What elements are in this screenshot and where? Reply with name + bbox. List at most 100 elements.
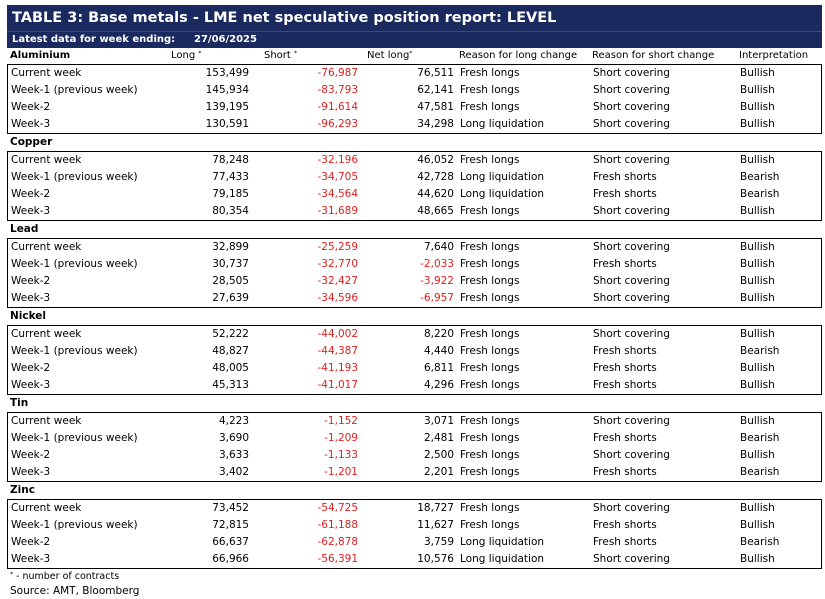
row-short-value: -1,133 <box>324 449 358 461</box>
table-row: Week-3 80,354 -31,689 48,665 Fresh longs Shor… <box>8 203 821 220</box>
row-period: Week-2 <box>11 101 51 113</box>
row-short-value: -31,689 <box>317 205 358 217</box>
row-reason-short: Fresh shorts <box>593 345 657 357</box>
row-short-value: -54,725 <box>317 502 358 514</box>
row-reason-long: Fresh longs <box>460 449 520 461</box>
header-reason-short: Reason for short change <box>592 50 715 61</box>
row-short-value: -62,878 <box>317 536 358 548</box>
table-row: Current week 153,499 -76,987 76,511 Fresh lo… <box>8 65 821 82</box>
metal-group-rows: Current week 32,899 -25,259 7,640 Fresh long… <box>7 239 822 308</box>
row-reason-short: Short covering <box>593 328 670 340</box>
row-net-long-value: 4,296 <box>423 379 454 391</box>
row-period: Week-1 (previous week) <box>11 84 138 96</box>
column-header-row: Aluminium Long * Short * Net long * Reaso… <box>7 48 822 65</box>
row-net-long-value: 18,727 <box>417 502 454 514</box>
table-row: Week-3 27,639 -34,596 -6,957 Fresh longs Shor… <box>8 290 821 307</box>
row-interpretation: Bullish <box>740 67 775 79</box>
row-period: Current week <box>11 415 82 427</box>
table-row: Current week 4,223 -1,152 3,071 Fresh longs S… <box>8 413 821 430</box>
table-row: Week-2 79,185 -34,564 44,620 Long liquidatio… <box>8 186 821 203</box>
table-row: Week-3 66,966 -56,391 10,576 Long liquidatio… <box>8 551 821 568</box>
row-period: Current week <box>11 328 82 340</box>
row-long-value: 73,452 <box>212 502 249 514</box>
row-short-value: -34,705 <box>317 171 358 183</box>
row-long-value: 72,815 <box>212 519 249 531</box>
table-row: Week-1 (previous week) 48,827 -44,387 4,440… <box>8 343 821 360</box>
footnote-text: - number of contracts <box>13 571 120 582</box>
row-interpretation: Bearish <box>740 536 780 548</box>
row-reason-long: Fresh longs <box>460 84 520 96</box>
table-title: TABLE 3: Base metals - LME net speculati… <box>7 5 822 31</box>
metal-group-rows: Current week 52,222 -44,002 8,220 Fresh long… <box>7 326 822 395</box>
header-long-star: * <box>198 50 202 57</box>
row-reason-short: Short covering <box>593 292 670 304</box>
row-long-value: 4,223 <box>218 415 249 427</box>
row-reason-short: Fresh shorts <box>593 519 657 531</box>
row-reason-long: Fresh longs <box>460 205 520 217</box>
row-interpretation: Bullish <box>740 379 775 391</box>
metal-group-heading: Zinc <box>7 482 822 500</box>
row-long-value: 80,354 <box>212 205 249 217</box>
row-reason-short: Short covering <box>593 118 670 130</box>
row-period: Week-1 (previous week) <box>11 345 138 357</box>
row-interpretation: Bullish <box>740 154 775 166</box>
row-short-value: -41,193 <box>317 362 358 374</box>
row-reason-short: Short covering <box>593 84 670 96</box>
row-reason-short: Fresh shorts <box>593 362 657 374</box>
row-reason-short: Short covering <box>593 502 670 514</box>
row-reason-long: Fresh longs <box>460 275 520 287</box>
table-row: Week-3 130,591 -96,293 34,298 Long liquidati… <box>8 116 821 133</box>
row-interpretation: Bearish <box>740 188 780 200</box>
footnote: * - number of contracts <box>7 571 822 583</box>
row-long-value: 30,737 <box>212 258 249 270</box>
row-period: Week-2 <box>11 536 51 548</box>
row-interpretation: Bearish <box>740 466 780 478</box>
row-short-value: -83,793 <box>317 84 358 96</box>
row-interpretation: Bullish <box>740 258 775 270</box>
header-reason-long: Reason for long change <box>459 50 578 61</box>
header-short-label: Short <box>264 50 291 61</box>
row-short-value: -96,293 <box>317 118 358 130</box>
row-interpretation: Bullish <box>740 415 775 427</box>
row-reason-short: Fresh shorts <box>593 466 657 478</box>
row-interpretation: Bullish <box>740 553 775 565</box>
table-row: Week-1 (previous week) 145,934 -83,793 62,1… <box>8 82 821 99</box>
row-period: Current week <box>11 241 82 253</box>
row-reason-short: Short covering <box>593 449 670 461</box>
table-row: Week-3 3,402 -1,201 2,201 Fresh longs Fresh s… <box>8 464 821 481</box>
report-table: TABLE 3: Base metals - LME net speculati… <box>7 5 822 599</box>
metal-group-rows: Current week 73,452 -54,725 18,727 Fresh lon… <box>7 500 822 569</box>
row-net-long-value: -6,957 <box>420 292 454 304</box>
row-interpretation: Bullish <box>740 118 775 130</box>
row-reason-short: Fresh shorts <box>593 258 657 270</box>
row-period: Current week <box>11 154 82 166</box>
row-interpretation: Bearish <box>740 171 780 183</box>
row-reason-long: Fresh longs <box>460 502 520 514</box>
row-reason-long: Fresh longs <box>460 292 520 304</box>
row-interpretation: Bullish <box>740 502 775 514</box>
header-short: Short * <box>264 48 297 64</box>
header-long-label: Long <box>171 50 196 61</box>
row-reason-long: Fresh longs <box>460 67 520 79</box>
header-interpretation: Interpretation <box>739 50 809 61</box>
row-net-long-value: 2,201 <box>423 466 454 478</box>
header-short-star: * <box>294 50 298 57</box>
row-short-value: -56,391 <box>317 553 358 565</box>
row-long-value: 27,639 <box>212 292 249 304</box>
row-period: Week-1 (previous week) <box>11 171 138 183</box>
row-long-value: 66,966 <box>212 553 249 565</box>
row-long-value: 77,433 <box>212 171 249 183</box>
row-reason-short: Short covering <box>593 415 670 427</box>
row-long-value: 66,637 <box>212 536 249 548</box>
row-reason-short: Fresh shorts <box>593 536 657 548</box>
row-short-value: -25,259 <box>317 241 358 253</box>
row-net-long-value: 34,298 <box>417 118 454 130</box>
row-short-value: -91,614 <box>317 101 358 113</box>
row-period: Week-3 <box>11 118 51 130</box>
row-reason-long: Long liquidation <box>460 188 545 200</box>
header-net-long-label: Net long <box>367 50 410 61</box>
row-net-long-value: 11,627 <box>417 519 454 531</box>
header-first-metal: Aluminium <box>10 50 71 61</box>
row-interpretation: Bullish <box>740 362 775 374</box>
row-short-value: -41,017 <box>317 379 358 391</box>
